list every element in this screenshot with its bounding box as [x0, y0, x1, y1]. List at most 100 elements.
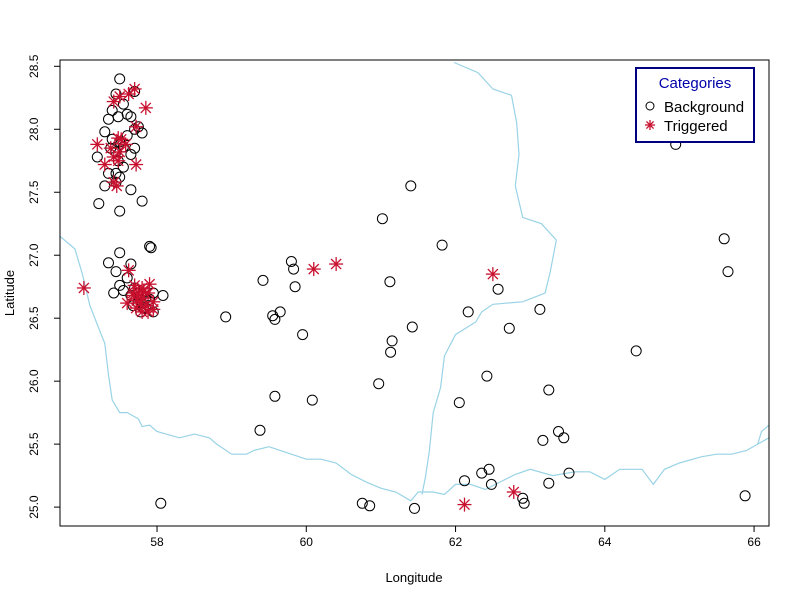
- boundary-line: [60, 235, 769, 502]
- background-point: [103, 113, 114, 125]
- background-point: [269, 313, 281, 325]
- y-axis-title: Latitude: [2, 270, 17, 316]
- triggered-point: [121, 87, 136, 102]
- background-point: [409, 502, 420, 514]
- background-point: [481, 370, 493, 382]
- triggered-point: [457, 497, 472, 512]
- y-tick-label: 26.0: [27, 369, 41, 393]
- background-point: [483, 463, 495, 475]
- background-point: [476, 467, 488, 479]
- y-tick-label: 28.5: [27, 54, 41, 78]
- triggered-point: [142, 277, 157, 292]
- background-point: [93, 198, 105, 210]
- y-axis: 25.0 25.5 26.0 26.5 27.0 27.5 28.0 28.5: [27, 54, 60, 519]
- background-point: [406, 321, 418, 333]
- triggered-point: [126, 286, 141, 300]
- background-point: [376, 213, 388, 225]
- background-point: [121, 108, 133, 120]
- triggered-point: [97, 157, 112, 172]
- triggered-point: [485, 267, 500, 282]
- triggered-point: [506, 484, 521, 499]
- y-tick-label: 25.5: [27, 432, 41, 456]
- background-point: [739, 490, 751, 502]
- background-point: [503, 322, 515, 334]
- y-tick-label: 27.5: [27, 180, 41, 204]
- background-point: [453, 397, 465, 409]
- legend-label-triggered: Triggered: [664, 118, 728, 135]
- x-tick-label: 66: [747, 535, 761, 549]
- background-point: [267, 310, 279, 322]
- boundary-line: [757, 424, 769, 445]
- background-point: [155, 497, 167, 509]
- triggered-point: [118, 137, 133, 152]
- legend: Categories Background Triggered: [635, 67, 755, 143]
- background-point: [630, 345, 642, 357]
- background-point: [386, 335, 398, 347]
- background-point: [91, 151, 103, 163]
- triggered-point: [129, 157, 144, 172]
- background-point: [125, 111, 137, 123]
- background-point: [289, 281, 301, 293]
- background-point: [385, 346, 397, 358]
- background-point: [485, 478, 497, 490]
- background-point: [384, 276, 396, 288]
- x-tick-label: 60: [300, 535, 314, 549]
- background-point: [114, 205, 126, 217]
- background-point: [288, 263, 300, 275]
- legend-title: Categories: [659, 75, 732, 92]
- background-point: [112, 111, 124, 123]
- triggered-point: [129, 119, 144, 134]
- background-point: [563, 467, 575, 479]
- background-point: [121, 130, 133, 142]
- background-point: [534, 303, 546, 315]
- background-point: [274, 306, 286, 318]
- background-point: [157, 290, 169, 301]
- background-point: [405, 180, 417, 192]
- background-point: [117, 98, 129, 110]
- background-point: [492, 283, 504, 295]
- background-point: [722, 266, 734, 278]
- x-tick-label: 58: [150, 535, 164, 549]
- background-point: [220, 311, 232, 323]
- legend-label-background: Background: [664, 99, 744, 116]
- triggered-point: [106, 94, 121, 109]
- background-point: [136, 195, 148, 207]
- legend-circle-icon: [645, 101, 655, 111]
- legend-asterisk-icon: [645, 120, 655, 130]
- background-point: [543, 384, 555, 396]
- triggered-point: [90, 137, 105, 152]
- triggered-point: [111, 153, 126, 168]
- triggered-point: [329, 257, 344, 272]
- background-point: [356, 497, 368, 509]
- background-point: [306, 394, 318, 406]
- legend-asterisk-mark: [645, 120, 655, 130]
- background-point: [257, 274, 269, 286]
- background-point: [517, 492, 529, 504]
- background-point: [558, 432, 570, 444]
- background-point: [108, 287, 120, 299]
- boundary-line: [421, 61, 557, 495]
- triggered-point: [306, 262, 321, 277]
- triggered-points: [76, 81, 521, 512]
- triggered-point: [109, 178, 124, 193]
- background-point: [269, 390, 281, 402]
- y-tick-label: 26.5: [27, 306, 41, 330]
- background-point: [518, 497, 530, 509]
- background-point: [436, 239, 448, 251]
- y-tick-label: 28.0: [27, 117, 41, 141]
- background-point: [144, 240, 156, 252]
- background-point: [136, 127, 148, 139]
- triggered-point: [76, 280, 91, 295]
- triggered-point: [141, 286, 156, 300]
- legend-box: [635, 67, 755, 143]
- background-point: [125, 149, 137, 160]
- background-point: [110, 266, 122, 278]
- background-point: [297, 329, 309, 341]
- background-point: [110, 167, 122, 179]
- background-point: [103, 257, 114, 269]
- x-tick-label: 64: [598, 535, 612, 549]
- background-point: [121, 272, 133, 284]
- x-tick-label: 62: [449, 535, 463, 549]
- y-tick-label: 27.0: [27, 243, 41, 267]
